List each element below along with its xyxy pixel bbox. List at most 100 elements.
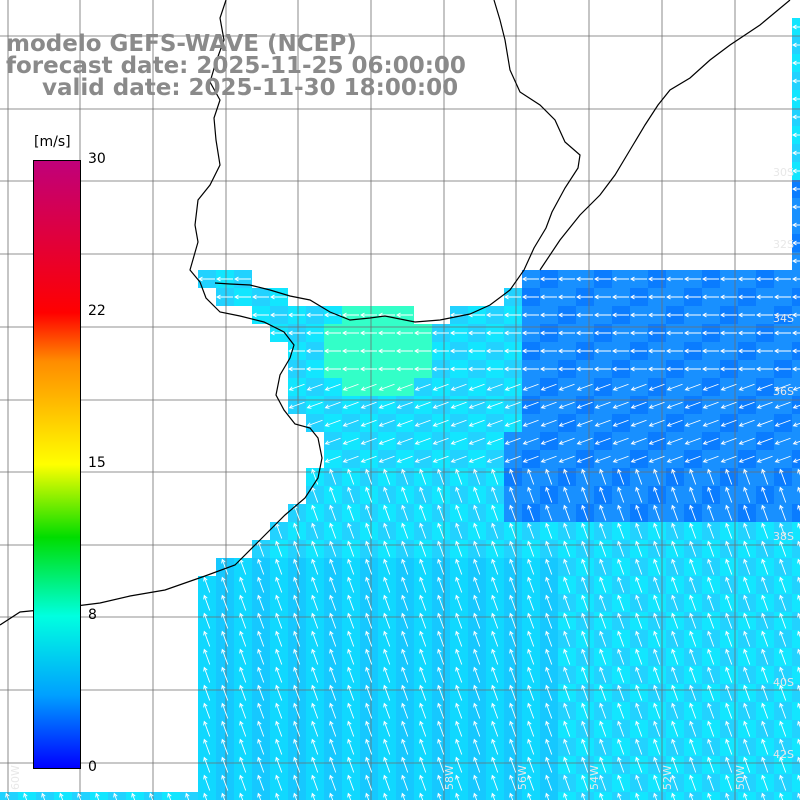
wind-arrow [455, 576, 463, 593]
wind-arrow [581, 774, 589, 791]
wind-arrow [599, 558, 607, 575]
wind-arrow [527, 630, 535, 647]
wind-arrow [720, 312, 737, 318]
wind-arrow [576, 330, 593, 336]
wind-arrow [797, 684, 800, 692]
wind-arrow [653, 720, 661, 737]
wind-arrow [383, 540, 391, 557]
wind-arrow [612, 401, 629, 409]
wind-arrow [396, 419, 413, 427]
wind-arrow [216, 294, 233, 300]
wind-arrow [378, 455, 395, 463]
wind-arrow [653, 594, 661, 611]
wind-arrow [653, 792, 658, 800]
wind-arrow [581, 738, 589, 755]
wind-arrow [792, 386, 800, 391]
wind-arrow [779, 756, 787, 773]
wind-arrow [347, 666, 355, 683]
wind-arrow [306, 330, 323, 336]
wind-arrow [792, 294, 800, 300]
wind-arrow [576, 455, 593, 463]
wind-arrow [653, 648, 661, 665]
wind-arrow [725, 504, 733, 521]
wind-arrow [702, 419, 719, 427]
wind-arrow [419, 576, 427, 593]
wind-arrow [527, 702, 535, 719]
wind-arrow [792, 330, 800, 336]
wind-arrow [545, 594, 553, 611]
wind-arrow [666, 419, 683, 427]
wind-arrow [707, 684, 715, 701]
wind-arrow [558, 401, 575, 409]
wind-arrow [486, 455, 503, 463]
wind-arrow [635, 702, 643, 719]
wind-arrow [360, 312, 377, 318]
wind-arrow [545, 558, 553, 575]
wind-speed-cell [792, 576, 800, 594]
wind-arrow [257, 774, 265, 791]
wind-arrow [275, 594, 283, 611]
wind-arrow [761, 756, 769, 773]
wind-arrow [635, 468, 643, 485]
wind-arrow [527, 558, 535, 575]
wind-arrow [509, 756, 517, 773]
wind-arrow [198, 276, 215, 282]
wind-arrow [653, 576, 661, 593]
wind-arrow [203, 774, 211, 791]
wind-arrow [558, 276, 575, 282]
wind-arrow [761, 612, 769, 629]
wind-arrow [725, 522, 733, 539]
wind-arrow [437, 792, 442, 800]
wind-arrow [581, 666, 589, 683]
wind-arrow [221, 774, 229, 791]
wind-arrow [396, 437, 413, 445]
wind-arrow [419, 504, 427, 521]
wind-arrow [540, 419, 557, 427]
wind-arrow [671, 648, 679, 665]
wind-arrow [311, 738, 319, 755]
lon-label-50w: 50W [734, 765, 747, 790]
wind-arrow [797, 738, 800, 746]
wind-arrow [311, 576, 319, 593]
wind-arrow [257, 630, 265, 647]
wind-arrow [563, 648, 571, 665]
wind-arrow [455, 468, 463, 485]
wind-arrow [329, 792, 334, 800]
wind-arrow [545, 576, 553, 593]
wind-arrow [545, 504, 553, 521]
wind-arrow [293, 630, 301, 647]
wind-arrow [275, 756, 283, 773]
wind-arrow [617, 738, 625, 755]
wind-arrow [203, 630, 211, 647]
wind-arrow [293, 756, 301, 773]
wind-arrow [707, 792, 712, 800]
wind-arrow [468, 437, 485, 445]
colorbar-tick-15: 15 [88, 455, 106, 471]
wind-arrow [743, 648, 751, 665]
wind-arrow [414, 419, 431, 427]
wind-arrow [540, 312, 557, 318]
wind-arrow [239, 576, 247, 593]
wind-arrow [689, 630, 697, 647]
wind-arrow [432, 366, 449, 372]
wind-arrow [437, 612, 445, 629]
wind-arrow [635, 504, 643, 521]
wind-arrow [545, 666, 553, 683]
wind-arrow [743, 558, 751, 575]
wind-arrow [383, 756, 391, 773]
wind-arrow [756, 276, 773, 282]
wind-arrow [599, 666, 607, 683]
wind-arrow [419, 522, 427, 539]
wind-arrow [455, 540, 463, 557]
wind-arrow [648, 437, 665, 445]
wind-arrow [527, 594, 535, 611]
wind-arrow [239, 702, 247, 719]
wind-arrow [653, 612, 661, 629]
wind-arrow [707, 648, 715, 665]
wind-arrow [293, 738, 301, 755]
wind-arrow [653, 468, 661, 485]
wind-arrow [437, 540, 445, 557]
wind-arrow [635, 576, 643, 593]
wind-arrow [383, 612, 391, 629]
wind-arrow [365, 720, 373, 737]
